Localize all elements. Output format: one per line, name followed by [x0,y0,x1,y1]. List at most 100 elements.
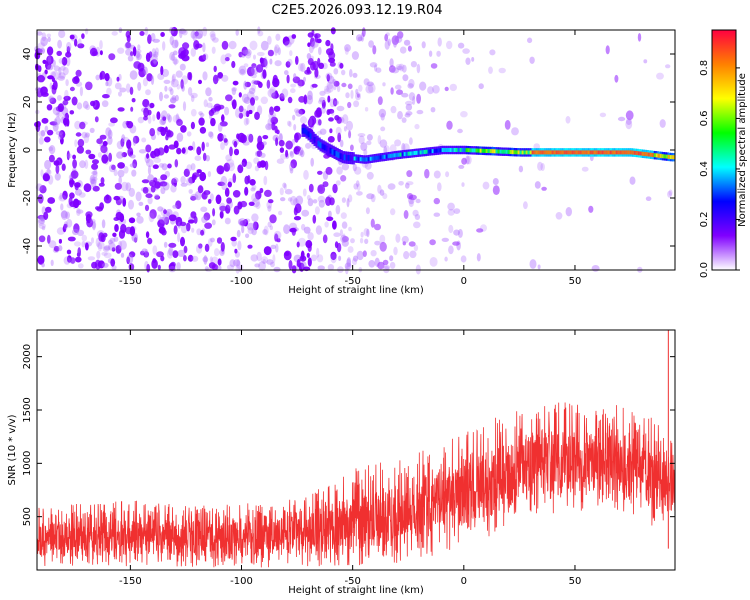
heatmap-cell [91,170,98,176]
heatmap-ridge-core [605,150,609,155]
heatmap-cell [190,47,196,57]
heatmap-cell [64,89,69,100]
heatmap-cell [169,88,174,96]
heatmap-ridge-core [441,148,445,152]
heatmap-cell [412,209,419,217]
heatmap-ridge-core [315,138,319,145]
heatmap-cell [555,212,563,220]
heatmap-cell [488,66,493,74]
heatmap-cell [258,261,266,271]
heatmap-cell [389,58,394,68]
heatmap-cell [401,92,409,98]
heatmap-cell [294,145,301,152]
heatmap-cell [444,86,449,92]
heatmap-cell [133,61,142,69]
heatmap-cell [101,100,109,108]
heatmap-cell [72,228,79,236]
heatmap-ridge-core [469,148,473,153]
heatmap-cell [243,63,249,68]
heatmap-ridge-core [509,150,513,154]
heatmap-cell [625,118,632,125]
heatmap-ridge-core [485,149,489,153]
heatmap-cell [168,144,176,150]
heatmap-cell [85,242,89,251]
heatmap-cell [129,151,134,156]
heatmap-cell [108,122,115,127]
heatmap-ridge-core [557,150,561,155]
heatmap-ridge-core [397,152,401,157]
heatmap-cell [232,190,241,198]
heatmap-cell [236,133,240,140]
heatmap-cell [588,205,594,213]
heatmap-cell [74,139,78,147]
heatmap-cell [274,44,280,54]
heatmap-cell [330,251,337,261]
heatmap-cell [173,50,178,56]
snr-frame [36,329,676,571]
heatmap-ridge-core [381,155,385,160]
heatmap-cell [326,216,334,222]
heatmap-ridge-core [427,149,431,154]
heatmap-cell [332,220,337,230]
heatmap-ridge-core [617,150,621,155]
heatmap-cell [333,83,337,91]
heatmap-ridge-core [365,157,369,162]
heatmap-cell [353,100,360,108]
heatmap-cell [290,88,296,94]
heatmap-cell [617,116,626,122]
heatmap-cell [310,157,315,167]
heatmap-cell [369,62,378,68]
heatmap-cell [344,47,349,55]
heatmap-cell [53,65,60,72]
heatmap-cell [180,82,185,90]
heatmap-cell [265,123,273,131]
heatmap-cell [190,108,197,117]
heatmap-cell [252,221,259,231]
heatmap-cell [180,236,185,247]
heatmap-cell [260,96,268,105]
heatmap-ridge-core [389,153,393,158]
heatmap-cell [160,127,167,137]
heatmap-cell [307,90,313,101]
heatmap-cell [304,69,312,75]
heatmap-cell [335,126,342,136]
heatmap-cell [42,173,51,182]
heatmap-cell [264,189,272,197]
heatmap-cell [402,74,409,82]
heatmap-ridge-core [579,150,583,155]
x-tick-label: -50 [344,276,360,287]
heatmap-cell [58,66,62,76]
heatmap-cell [231,60,236,69]
heatmap-cell [121,134,126,143]
heatmap-cell [351,258,358,266]
heatmap-cell [207,198,212,204]
heatmap-cell [405,182,410,189]
heatmap-cell [453,208,461,215]
heatmap-ridge-core [429,149,433,154]
heatmap-cell [161,163,168,171]
heatmap-cell [217,265,222,271]
heatmap-cell [297,79,303,88]
heatmap-cell [466,155,472,165]
heatmap-cell [46,129,54,136]
heatmap-cell [339,229,343,237]
heatmap-cell [274,125,278,134]
heatmap-ridge-core [379,155,383,160]
heatmap-cell [157,73,165,80]
heatmap-ridge-core [345,154,349,161]
heatmap-ridge-core [595,150,599,155]
heatmap-cell [309,117,313,126]
heatmap-cell [141,248,148,253]
heatmap-cell [262,258,266,265]
heatmap-ridge-core [339,153,343,159]
heatmap-cell [94,116,99,123]
heatmap-cell [446,120,453,130]
y-tick-label: -40 [22,238,33,254]
heatmap-cell [446,40,453,50]
heatmap-cell [46,46,54,56]
heatmap-cell [135,52,140,61]
heatmap-cell [128,187,135,197]
heatmap-cell [41,262,45,268]
heatmap-cell [311,29,315,36]
heatmap-ridge-core [587,150,591,155]
